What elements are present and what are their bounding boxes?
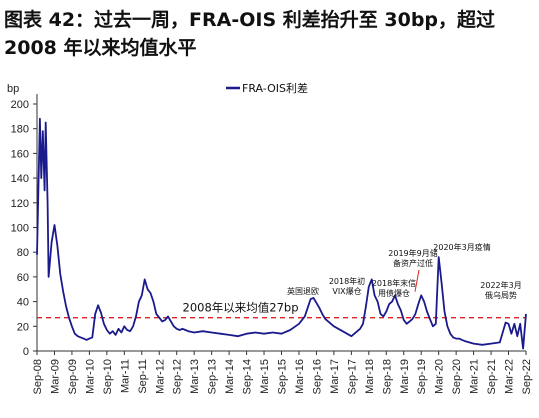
legend-label: FRA-OIS利差 — [242, 81, 308, 95]
annotation-label: VIX爆仓 — [332, 286, 361, 296]
y-tick-label: 20 — [17, 321, 29, 333]
y-axis-unit: bp — [7, 83, 19, 95]
x-tick-label: Sep-09 — [67, 359, 79, 394]
y-tick-label: 40 — [17, 297, 29, 309]
x-tick-label: Mar-09 — [49, 359, 61, 394]
annotation-label: 2018年末信 — [372, 278, 416, 288]
x-tick-label: Mar-14 — [224, 359, 236, 394]
x-tick-label: Sep-19 — [416, 359, 428, 394]
chart-title-line2: 2008 年以来均值水平 — [4, 37, 197, 59]
annotation-label: 2019年9月储 — [388, 248, 437, 258]
y-tick-label: 200 — [11, 99, 29, 111]
series-line — [36, 117, 527, 350]
x-tick-label: Mar-17 — [329, 359, 341, 394]
y-tick-label: 60 — [17, 272, 29, 284]
x-tick-label: Sep-20 — [451, 359, 463, 394]
x-tick-label: Mar-12 — [154, 359, 166, 394]
x-tick-label: Mar-13 — [189, 359, 201, 394]
y-tick-label: 160 — [11, 148, 29, 160]
x-tick-label: Mar-22 — [504, 359, 516, 394]
x-tick-label: Sep-17 — [346, 359, 358, 394]
annotation-label: 英国退欧 — [287, 286, 319, 296]
annotation-arrow — [414, 269, 420, 292]
x-tick-label: Sep-11 — [137, 359, 149, 394]
y-tick-label: 140 — [11, 173, 29, 185]
x-tick-label: Sep-10 — [102, 359, 114, 394]
x-tick-label: Sep-13 — [207, 359, 219, 394]
annotation-label: 2020年3月疫情 — [433, 242, 490, 252]
annotation-label: 2022年3月 — [480, 280, 521, 290]
x-tick-label: Mar-21 — [469, 359, 481, 394]
y-tick-label: 180 — [11, 124, 29, 136]
chart-title: 图表 42：过去一周，FRA-OIS 利差抬升至 30bp，超过 2008 年以… — [4, 6, 534, 62]
x-tick-label: Mar-19 — [399, 359, 411, 394]
y-tick-label: 120 — [11, 198, 29, 210]
x-tick-label: Mar-10 — [84, 359, 96, 394]
x-tick-label: Mar-20 — [434, 359, 446, 394]
x-tick-label: Sep-14 — [242, 359, 254, 394]
x-tick-label: Sep-21 — [486, 359, 498, 394]
annotation-label: 备资产过低 — [393, 258, 433, 268]
x-tick-label: Sep-15 — [277, 359, 289, 394]
x-tick-label: Mar-11 — [119, 359, 131, 393]
chart-title-line1: 图表 42：过去一周，FRA-OIS 利差抬升至 30bp，超过 — [4, 9, 496, 31]
average-reference-label: 2008年以来均值27bp — [183, 301, 299, 315]
x-tick-label: Mar-18 — [364, 359, 376, 394]
x-tick-label: Sep-12 — [172, 359, 184, 394]
y-tick-label: 0 — [23, 346, 29, 358]
x-tick-label: Mar-15 — [259, 359, 271, 394]
x-tick-label: Sep-22 — [521, 359, 533, 394]
annotation-label: 2018年初 — [329, 276, 365, 286]
y-tick-label: 80 — [17, 247, 29, 259]
y-tick-label: 100 — [11, 223, 29, 235]
x-tick-label: Sep-18 — [381, 359, 393, 394]
x-tick-label: Sep-16 — [311, 359, 323, 394]
x-tick-label: Sep-08 — [32, 359, 44, 394]
annotation-label: 用债爆仓 — [378, 288, 410, 298]
x-tick-label: Mar-16 — [294, 359, 306, 394]
annotation-label: 俄乌局势 — [485, 290, 517, 300]
